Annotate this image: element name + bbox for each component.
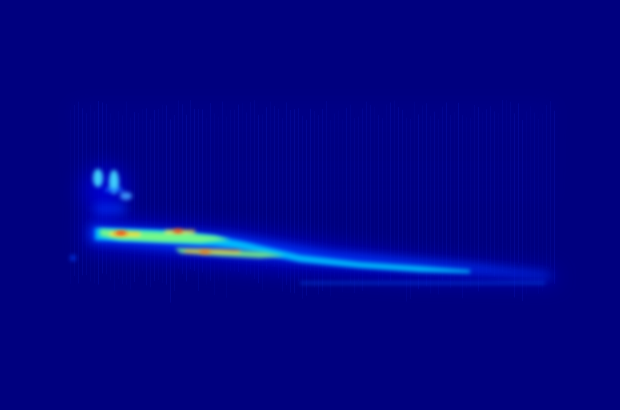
- striation-line: [498, 113, 499, 285]
- striation-line: [518, 103, 519, 263]
- striation-line: [434, 112, 435, 275]
- striation-line: [130, 118, 131, 290]
- striation-line: [526, 111, 527, 294]
- striation-line: [458, 103, 459, 272]
- striation-line: [374, 107, 375, 268]
- striation-line: [394, 101, 395, 274]
- striation-line: [490, 106, 491, 272]
- striation-line: [366, 102, 367, 266]
- striation-line: [554, 111, 555, 284]
- striation-line: [542, 114, 543, 292]
- striation-line: [226, 117, 227, 298]
- striation-line: [494, 111, 495, 276]
- striation-line: [150, 119, 151, 287]
- striation-line: [82, 108, 83, 275]
- striation-line: [386, 104, 387, 274]
- striation-line: [446, 102, 447, 272]
- striation-line: [170, 119, 171, 302]
- striation-line: [146, 108, 147, 285]
- striation-line: [402, 110, 403, 276]
- striation-line: [398, 107, 399, 273]
- striation-line: [134, 112, 135, 282]
- striation-line: [530, 106, 531, 281]
- striation-line: [466, 117, 467, 288]
- striation-line: [546, 105, 547, 268]
- striation-line: [486, 109, 487, 273]
- striation-line: [502, 100, 503, 272]
- striation-line: [370, 105, 371, 275]
- striation-line: [474, 105, 475, 266]
- striation-line: [506, 100, 507, 275]
- striation-line: [478, 107, 479, 291]
- striation-line: [442, 107, 443, 281]
- striation-line: [214, 113, 215, 295]
- striation-line: [482, 112, 483, 286]
- striation-line: [78, 102, 79, 284]
- striation-line: [174, 115, 175, 291]
- striation-line: [74, 105, 75, 276]
- striation-line: [510, 102, 511, 270]
- striation-line: [470, 118, 471, 287]
- striation-line: [198, 109, 199, 291]
- striation-line: [534, 113, 535, 282]
- striation-line: [550, 101, 551, 267]
- striation-line: [454, 112, 455, 282]
- striation-line: [538, 119, 539, 294]
- striation-line: [414, 102, 415, 267]
- striation-line: [422, 106, 423, 275]
